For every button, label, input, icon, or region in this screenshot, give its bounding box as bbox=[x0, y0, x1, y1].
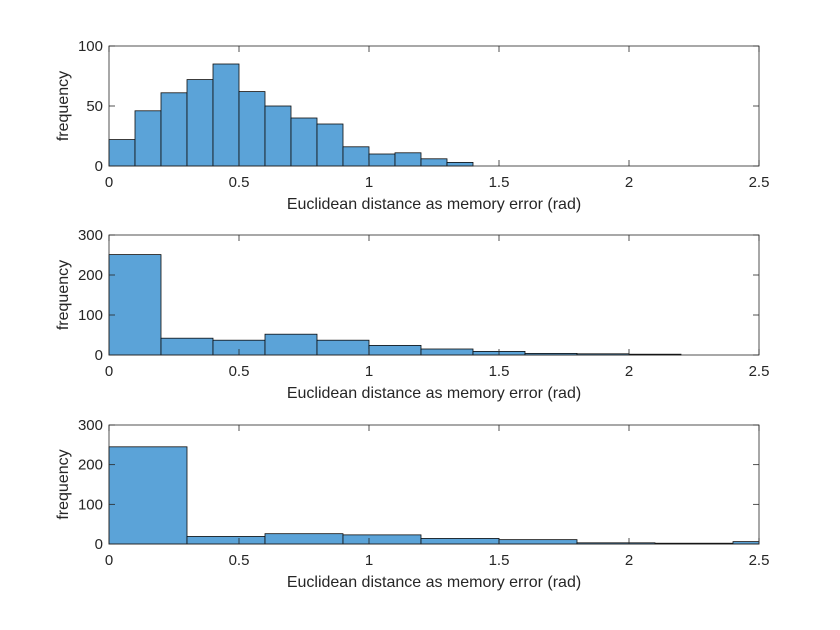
x-tick-label: 2 bbox=[625, 552, 633, 569]
y-tick-label: 0 bbox=[95, 536, 103, 553]
y-axis-label: frequency bbox=[55, 71, 72, 141]
x-tick-label: 2.5 bbox=[749, 363, 770, 380]
y-tick-label: 100 bbox=[78, 38, 103, 55]
histogram-bar bbox=[108, 446, 188, 545]
y-tick-label: 200 bbox=[78, 267, 103, 284]
histogram-panel-3: 0 0.5 1 1.5 2 2.5 0 100 200 300 Euclidean distance… bbox=[55, 417, 769, 591]
y-tick-label: 100 bbox=[78, 496, 103, 513]
x-tick-label: 0 bbox=[105, 174, 113, 191]
y-tick-label: 100 bbox=[78, 307, 103, 324]
y-tick-label: 0 bbox=[95, 347, 103, 364]
x-tick-label: 0.5 bbox=[229, 552, 250, 569]
x-axis-label: Euclidean distance as memory error (rad) bbox=[287, 196, 581, 213]
x-tick-label: 2.5 bbox=[749, 552, 770, 569]
histogram-bar bbox=[290, 117, 318, 167]
histogram-bar bbox=[368, 153, 396, 167]
y-tick-label: 200 bbox=[78, 457, 103, 474]
histogram-panel-1: 0 0.5 1 1.5 2 2.5 0 50 100 Euclidean distance as … bbox=[55, 38, 769, 213]
x-tick-label: 1.5 bbox=[489, 174, 510, 191]
histogram-bar bbox=[108, 139, 136, 167]
x-tick-label: 1 bbox=[365, 174, 373, 191]
histogram-bar bbox=[212, 63, 240, 167]
histogram-bar bbox=[394, 152, 422, 167]
histogram-bar bbox=[368, 344, 422, 356]
x-tick-label: 1 bbox=[365, 552, 373, 569]
x-tick-label: 2 bbox=[625, 174, 633, 191]
axes-frame bbox=[108, 424, 760, 545]
x-tick-label: 1.5 bbox=[489, 363, 510, 380]
x-tick-label: 2.5 bbox=[749, 174, 770, 191]
histogram-bar bbox=[420, 348, 474, 356]
histogram-bar bbox=[264, 105, 292, 167]
y-tick-label: 300 bbox=[78, 227, 103, 244]
histogram-bar bbox=[446, 161, 474, 167]
y-tick-label: 0 bbox=[95, 158, 103, 175]
y-tick-label: 50 bbox=[86, 98, 103, 115]
x-tick-label: 1 bbox=[365, 363, 373, 380]
histogram-bar bbox=[108, 254, 162, 356]
histogram-bar bbox=[264, 333, 318, 356]
y-axis-label: frequency bbox=[55, 260, 72, 330]
y-tick-label: 300 bbox=[78, 417, 103, 434]
histogram-bar bbox=[316, 339, 370, 356]
histogram-bar bbox=[186, 79, 214, 167]
x-tick-label: 1.5 bbox=[489, 552, 510, 569]
histogram-panel-2: 0 0.5 1 1.5 2 2.5 0 100 200 300 Euclidean distance… bbox=[55, 227, 769, 402]
axes-frame bbox=[108, 234, 760, 356]
histogram-bar bbox=[316, 123, 344, 167]
x-tick-label: 0 bbox=[105, 363, 113, 380]
histogram-bar bbox=[498, 539, 578, 545]
histogram-bar bbox=[238, 91, 266, 167]
histogram-bar bbox=[160, 337, 214, 356]
histogram-bar bbox=[134, 110, 162, 167]
x-tick-label: 0 bbox=[105, 552, 113, 569]
histogram-bar bbox=[342, 534, 422, 545]
x-axis-label: Euclidean distance as memory error (rad) bbox=[287, 574, 581, 591]
y-axis-label: frequency bbox=[55, 449, 72, 519]
x-tick-label: 0.5 bbox=[229, 174, 250, 191]
histogram-bar bbox=[186, 536, 266, 545]
histogram-bar bbox=[420, 158, 448, 167]
x-tick-label: 2 bbox=[625, 363, 633, 380]
x-tick-label: 0.5 bbox=[229, 363, 250, 380]
histogram-bar bbox=[160, 92, 188, 167]
histogram-bar bbox=[342, 146, 370, 167]
histogram-bar bbox=[420, 538, 500, 545]
x-axis-label: Euclidean distance as memory error (rad) bbox=[287, 385, 581, 402]
histogram-bar bbox=[264, 533, 344, 545]
